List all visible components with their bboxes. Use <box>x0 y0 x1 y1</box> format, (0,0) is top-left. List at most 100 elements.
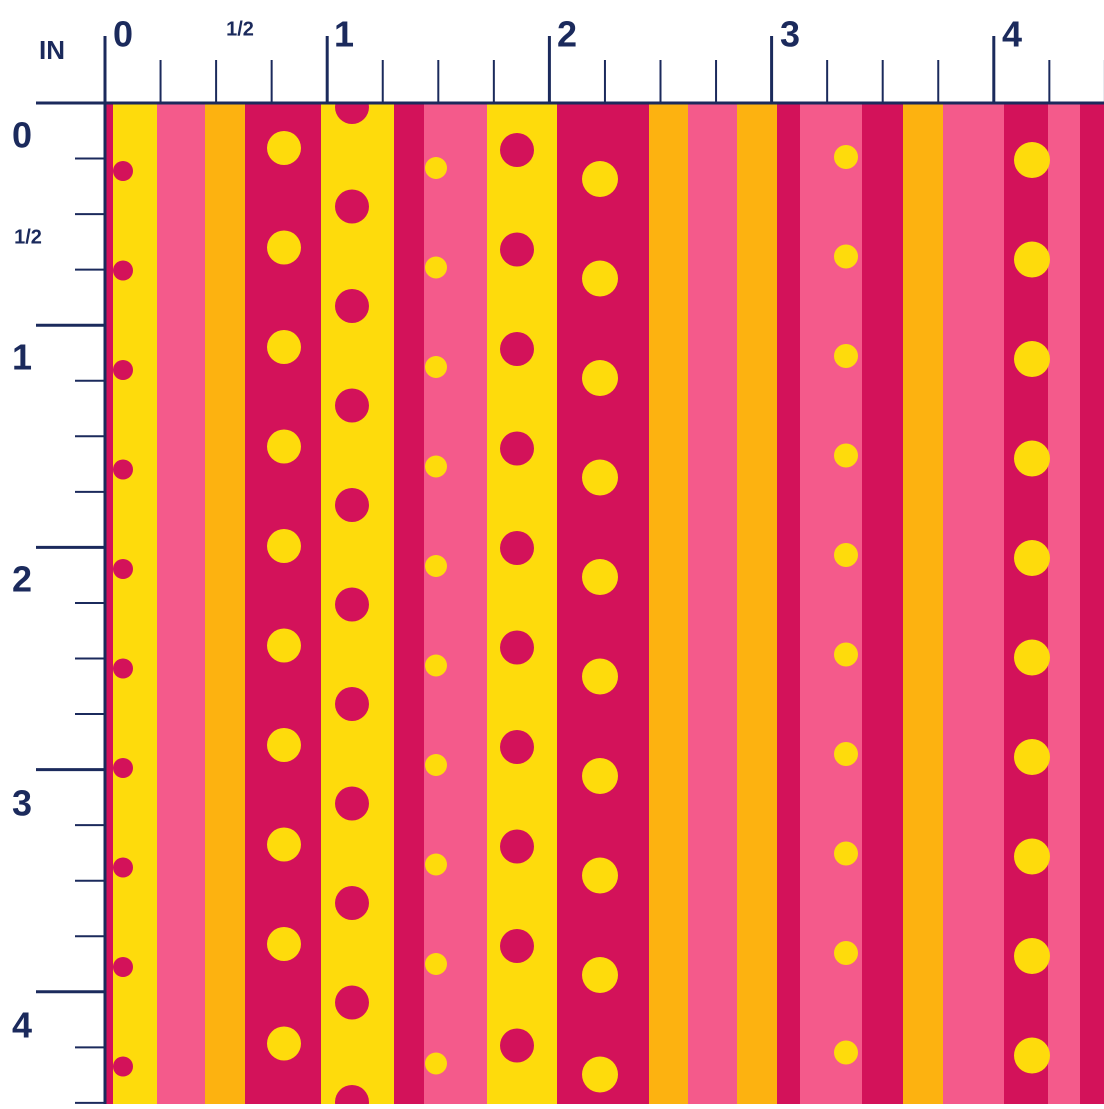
polka-dot <box>1014 440 1050 477</box>
stripe <box>777 103 800 1104</box>
polka-dot <box>113 161 133 181</box>
ruler-label: 4 <box>12 1005 32 1046</box>
polka-dot <box>335 687 369 721</box>
polka-dot <box>113 857 133 878</box>
polka-dot <box>834 145 858 169</box>
polka-dot <box>267 927 301 961</box>
polka-dot <box>267 330 301 364</box>
polka-dot <box>113 758 133 778</box>
ruler-label: 1 <box>334 14 354 55</box>
polka-dot <box>500 730 534 764</box>
polka-dot <box>834 941 858 965</box>
stripe <box>943 103 1004 1104</box>
stripe <box>1048 103 1080 1104</box>
polka-dot <box>425 555 447 577</box>
polka-dot <box>335 1085 369 1109</box>
stripe <box>394 103 424 1104</box>
polka-dot <box>834 642 858 667</box>
polka-dot <box>500 829 534 864</box>
polka-dot <box>335 886 369 920</box>
polka-dot <box>335 189 369 224</box>
ruler-label: 0 <box>12 115 32 156</box>
polka-dot <box>113 559 133 579</box>
stripe <box>205 103 245 1104</box>
polka-dot <box>834 543 858 567</box>
polka-dot <box>113 360 133 380</box>
polka-dot <box>834 841 858 866</box>
polka-dot <box>582 857 618 894</box>
polka-dot <box>500 332 534 366</box>
stripe <box>737 103 777 1104</box>
polka-dot <box>582 1056 618 1093</box>
polka-dot <box>425 953 447 975</box>
polka-dot <box>425 754 447 776</box>
polka-dot <box>1014 540 1050 576</box>
stripe <box>113 103 157 1104</box>
polka-dot <box>113 957 133 977</box>
stripe <box>862 103 903 1104</box>
ruler-label: 3 <box>12 783 32 824</box>
stripe <box>1080 103 1104 1104</box>
stripe <box>688 103 737 1104</box>
stripe <box>649 103 688 1104</box>
polka-dot <box>582 161 618 197</box>
polka-dot <box>425 1052 447 1075</box>
polka-dot <box>500 630 534 665</box>
ruler-left-bg <box>0 0 105 1104</box>
polka-dot <box>267 1026 301 1061</box>
polka-dot <box>1014 241 1050 278</box>
polka-dot <box>113 260 133 281</box>
polka-dot <box>113 459 133 480</box>
polka-dot <box>500 431 534 466</box>
polka-dot <box>834 344 858 368</box>
polka-dot <box>500 1028 534 1063</box>
ruler-label: 4 <box>1002 14 1022 55</box>
polka-dot <box>267 728 301 762</box>
polka-dot <box>1014 639 1050 676</box>
polka-dot <box>1014 1037 1050 1074</box>
polka-dot <box>425 256 447 279</box>
polka-dot <box>582 559 618 595</box>
polka-dot <box>500 133 534 167</box>
polka-dot <box>834 1040 858 1065</box>
polka-dot <box>1014 938 1050 974</box>
ruler-top-bg <box>0 0 1104 103</box>
polka-dot <box>425 356 447 378</box>
polka-dot <box>582 260 618 297</box>
polka-dot <box>113 658 133 679</box>
stripe <box>557 103 649 1104</box>
polka-dot <box>834 244 858 269</box>
unit-label: IN <box>39 35 65 65</box>
polka-dot <box>1014 838 1050 875</box>
polka-dot <box>582 957 618 993</box>
stripe <box>105 103 113 1104</box>
polka-dot <box>335 587 369 622</box>
stripe <box>157 103 205 1104</box>
polka-dot <box>425 455 447 478</box>
polka-dot <box>582 658 618 695</box>
polka-dot <box>1014 142 1050 178</box>
ruler-label: 2 <box>557 14 577 55</box>
polka-dot <box>834 443 858 468</box>
polka-dot <box>425 157 447 179</box>
polka-dot <box>267 827 301 862</box>
fabric-pattern <box>105 90 1104 1109</box>
polka-dot <box>335 488 369 522</box>
ruler-label: 2 <box>12 559 32 600</box>
polka-dot <box>425 654 447 677</box>
polka-dot <box>425 853 447 876</box>
polka-dot <box>1014 341 1050 377</box>
ruler-label: 1/2 <box>226 18 254 40</box>
stripe <box>903 103 943 1104</box>
polka-dot <box>335 388 369 423</box>
polka-dot <box>335 289 369 323</box>
polka-dot <box>113 1056 133 1077</box>
polka-dot <box>267 429 301 464</box>
ruler-label: 1 <box>12 337 32 378</box>
polka-dot <box>500 929 534 963</box>
polka-dot <box>267 529 301 563</box>
polka-dot <box>267 628 301 663</box>
